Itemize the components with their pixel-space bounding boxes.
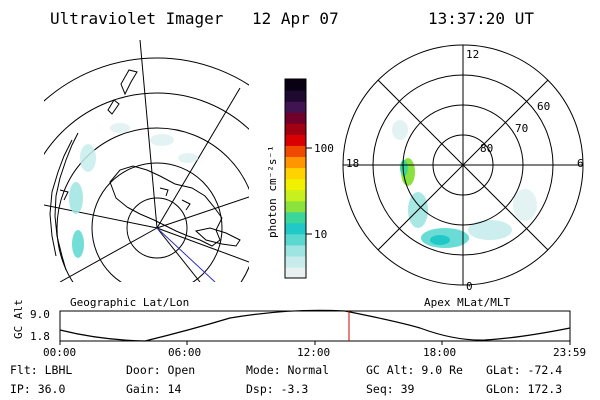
colorbar-tick-100: 100 [314, 142, 334, 155]
colorbar-unit-label: photon cm⁻²s⁻¹ [266, 145, 279, 238]
mlt-label-0: 0 [466, 280, 473, 293]
colorbar-segment [285, 134, 306, 146]
altitude-plot: GC Alt 9.0 1.8 00:00 06:00 12:00 18:00 2… [12, 299, 586, 359]
door-status: Door: Open [126, 363, 195, 377]
colorbar-segment [285, 123, 306, 135]
gc-alt-status: GC Alt: 9.0 Re [366, 363, 463, 377]
altitude-ytick-low: 1.8 [30, 330, 50, 343]
colorbar-segment [285, 189, 306, 202]
mode-status: Mode: Normal [246, 363, 329, 377]
gain-status: Gain: 14 [126, 382, 181, 396]
colorbar-segment [285, 79, 306, 91]
colorbar-segment [285, 255, 306, 268]
colorbar-segment [285, 200, 306, 213]
date-label: 12 Apr 07 [252, 9, 339, 28]
mlat-label-70: 70 [515, 122, 528, 135]
mlt-label-6: 6 [577, 157, 584, 170]
colorbar-segment [285, 156, 306, 169]
dsp-status: Dsp: -3.3 [246, 382, 308, 396]
filter-status: Flt: LBHL [10, 363, 72, 377]
colorbar-tick-10: 10 [314, 228, 327, 241]
time-tick-0600: 06:00 [168, 346, 201, 359]
glat-status: GLat: -72.4 [486, 363, 562, 377]
colorbar-segment [285, 90, 306, 102]
status-readout: Flt: LBHL IP: 36.0 Door: Open Gain: 14 M… [10, 363, 562, 396]
time-tick-1200: 12:00 [297, 346, 330, 359]
mlat-label-80: 80 [480, 142, 493, 155]
seq-status: Seq: 39 [366, 382, 415, 396]
colorbar-segment [285, 101, 306, 113]
mag-panel-label: Apex MLat/MLT [424, 296, 510, 309]
geo-panel-label: Geographic Lat/Lon [70, 296, 189, 309]
mlt-label-12: 12 [466, 48, 479, 61]
time-tick-2359: 23:59 [553, 346, 586, 359]
magnetic-polar-plot: 12 18 6 0 60 70 80 [342, 44, 584, 293]
colorbar-segment [285, 266, 306, 279]
altitude-ylabel: GC Alt [12, 299, 25, 339]
colorbar-segment [285, 211, 306, 224]
colorbar-segment [285, 178, 306, 191]
mlt-label-18: 18 [346, 157, 359, 170]
time-tick-0000: 00:00 [43, 346, 76, 359]
colorbar-segment [285, 233, 306, 246]
colorbar-segment [285, 244, 306, 257]
colorbar-segment [285, 112, 306, 124]
color-scale-bar [285, 79, 306, 279]
colorbar-segment [285, 167, 306, 180]
ip-status: IP: 36.0 [10, 382, 65, 396]
altitude-ytick-high: 9.0 [30, 308, 50, 321]
time-label: 13:37:20 UT [428, 9, 534, 28]
mlat-label-60: 60 [537, 100, 550, 113]
glon-status: GLon: 172.3 [486, 382, 562, 396]
colorbar-segment [285, 145, 306, 157]
geographic-map [44, 40, 249, 282]
time-tick-1800: 18:00 [423, 346, 456, 359]
app-title: Ultraviolet Imager [50, 9, 224, 28]
colorbar-segment [285, 222, 306, 235]
